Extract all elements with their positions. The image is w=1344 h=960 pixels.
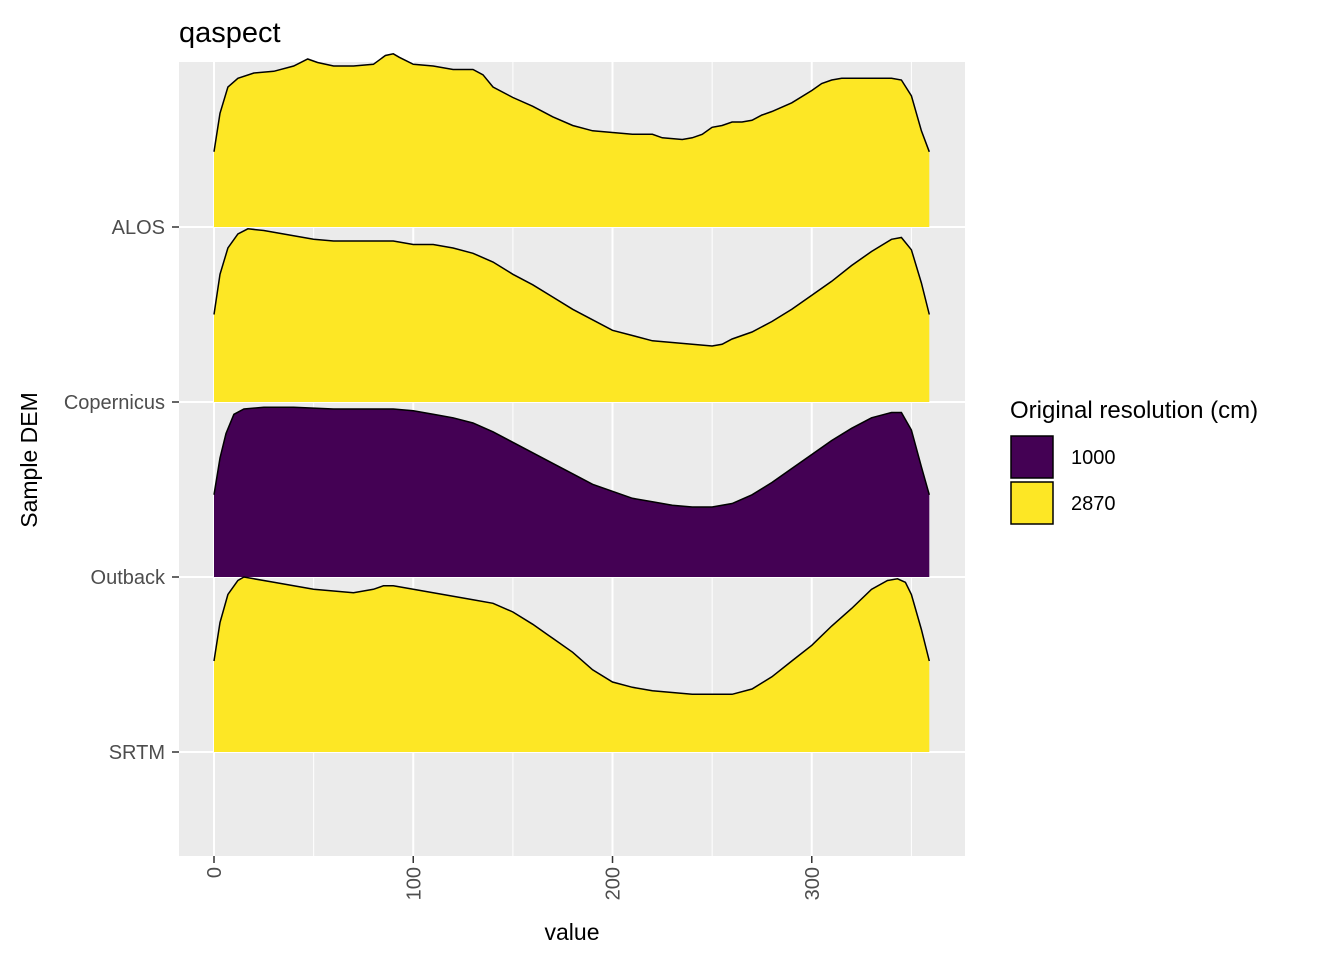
legend-title: Original resolution (cm) xyxy=(1010,397,1258,424)
legend-key-1000 xyxy=(1010,435,1054,479)
ridge-outline-alos xyxy=(213,53,931,153)
ridge-outline-srtm xyxy=(213,576,931,696)
y-tick-label-srtm: SRTM xyxy=(109,742,165,764)
x-tick-label: 300 xyxy=(802,867,824,900)
x-axis: 0 100 200 300 xyxy=(204,856,824,900)
legend-label-2870: 2870 xyxy=(1071,493,1116,515)
x-tick-label: 0 xyxy=(204,867,226,878)
ridge-fill-outback xyxy=(214,407,930,577)
plot-panel xyxy=(179,53,965,856)
x-tick-label: 100 xyxy=(403,867,425,900)
y-axis-title: Sample DEM xyxy=(16,392,42,527)
ridge-fill-alos xyxy=(214,53,930,227)
y-tick-label-outback: Outback xyxy=(91,567,166,589)
legend: Original resolution (cm) 1000 2870 xyxy=(1010,397,1258,525)
y-tick-label-alos: ALOS xyxy=(112,217,165,239)
ridge-fill-copernicus xyxy=(214,228,930,402)
ridge-outline-copernicus xyxy=(213,228,931,347)
legend-key-2870 xyxy=(1010,481,1054,525)
y-axis: ALOS Copernicus Outback SRTM xyxy=(64,217,179,764)
ridge-outline-outback xyxy=(213,406,931,508)
y-tick-label-copernicus: Copernicus xyxy=(64,392,165,414)
chart-title: qaspect xyxy=(179,17,281,49)
legend-label-1000: 1000 xyxy=(1071,447,1116,469)
x-axis-title: value xyxy=(545,919,600,945)
ridge-fill-srtm xyxy=(214,577,930,752)
x-tick-label: 200 xyxy=(603,867,625,900)
